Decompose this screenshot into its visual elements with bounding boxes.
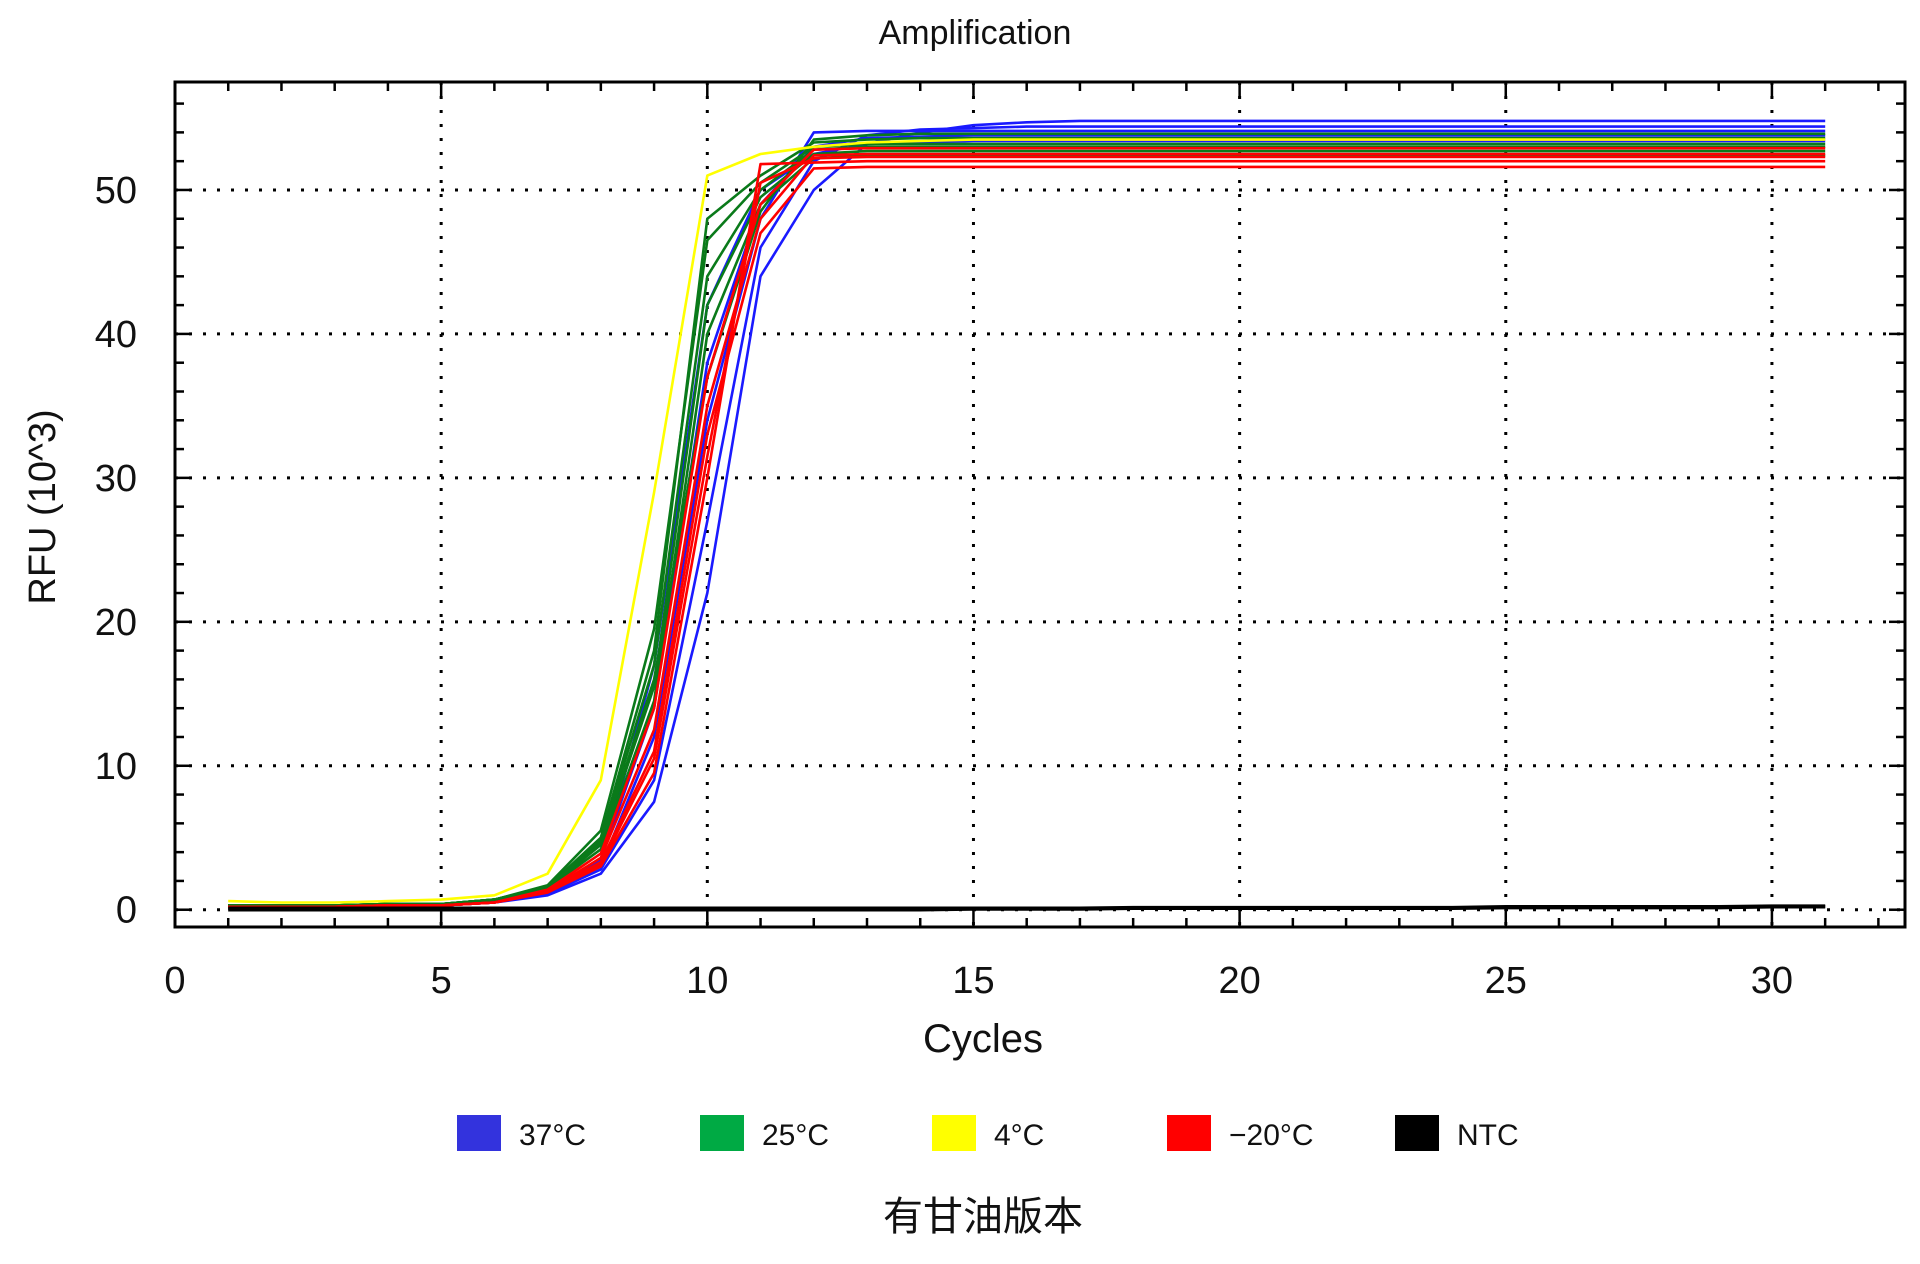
series-line [228,155,1826,909]
legend-swatch [700,1115,744,1151]
y-tick-label: 30 [95,458,137,500]
legend-item: 25°C [700,1115,829,1152]
x-axis-label: Cycles [923,1017,1043,1061]
legend-swatch [1395,1115,1439,1151]
legend-swatch [1167,1115,1211,1151]
x-tick-label: 0 [164,960,185,1002]
y-tick-label: 10 [95,746,137,788]
y-tick-label: 40 [95,314,137,356]
x-tick-label: 5 [431,960,452,1002]
legend-label: 37°C [519,1119,586,1152]
legend-swatch [457,1115,501,1151]
series-line [228,132,1826,907]
series-line [228,146,1826,909]
plot-frame [173,80,1907,929]
figure-caption: 有甘油版本 [883,1194,1083,1240]
y-tick-label: 20 [95,602,137,644]
series-line [228,149,1826,907]
legend-label: 4°C [994,1119,1044,1152]
legend-label: −20°C [1229,1119,1314,1152]
x-tick-label: 20 [1218,960,1260,1002]
legend-item: 4°C [932,1115,1044,1152]
series-line [228,159,1826,909]
legend-label: NTC [1457,1119,1519,1152]
series-line [228,154,1826,907]
series-layer [228,119,1826,912]
x-tick-label: 30 [1751,960,1793,1002]
series-line [228,139,1826,909]
chart-title: Amplification [879,14,1072,52]
grid-layer [175,82,1905,927]
series-line [228,138,1826,904]
y-tick-label: 50 [95,170,137,212]
legend-item: NTC [1395,1115,1519,1152]
legend-swatch [932,1115,976,1151]
y-tick-label: 0 [116,890,137,932]
series-line [228,904,1826,911]
legend-label: 25°C [762,1119,829,1152]
legend-item: 37°C [457,1115,586,1152]
x-tick-label: 10 [686,960,728,1002]
x-tick-label: 25 [1485,960,1527,1002]
series-line [228,125,1826,909]
x-tick-label: 15 [952,960,994,1002]
series-line [228,136,1826,907]
legend-item: −20°C [1167,1115,1314,1152]
legend: 37°C 25°C 4°C −20°C NTC [457,1115,1519,1152]
series-line [228,119,1826,909]
series-line [228,129,1826,909]
series-line [228,134,1826,907]
series-line [228,165,1826,909]
series-line [228,142,1826,907]
series-line [228,145,1826,907]
y-axis-label: RFU (10^3) [22,409,64,604]
series-line [228,152,1826,909]
axes-layer: 0 5 10 15 20 25 30 0 10 20 30 40 50 [95,80,1907,1002]
